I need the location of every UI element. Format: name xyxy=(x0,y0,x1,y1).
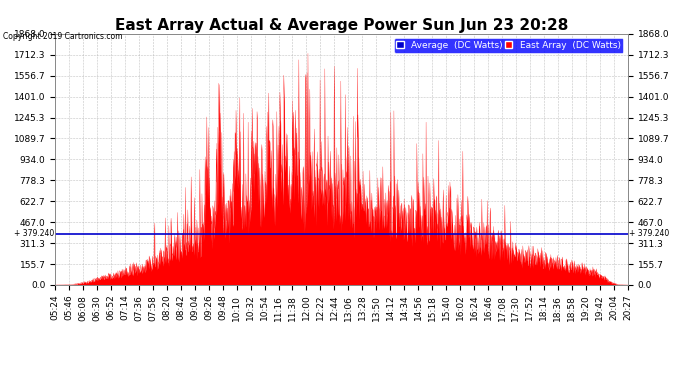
Title: East Array Actual & Average Power Sun Jun 23 20:28: East Array Actual & Average Power Sun Ju… xyxy=(115,18,569,33)
Text: Copyright 2019 Cartronics.com: Copyright 2019 Cartronics.com xyxy=(3,32,123,41)
Legend: Average  (DC Watts), East Array  (DC Watts): Average (DC Watts), East Array (DC Watts… xyxy=(394,38,623,53)
Text: + 379.240: + 379.240 xyxy=(14,230,54,238)
Text: + 379.240: + 379.240 xyxy=(629,230,669,238)
